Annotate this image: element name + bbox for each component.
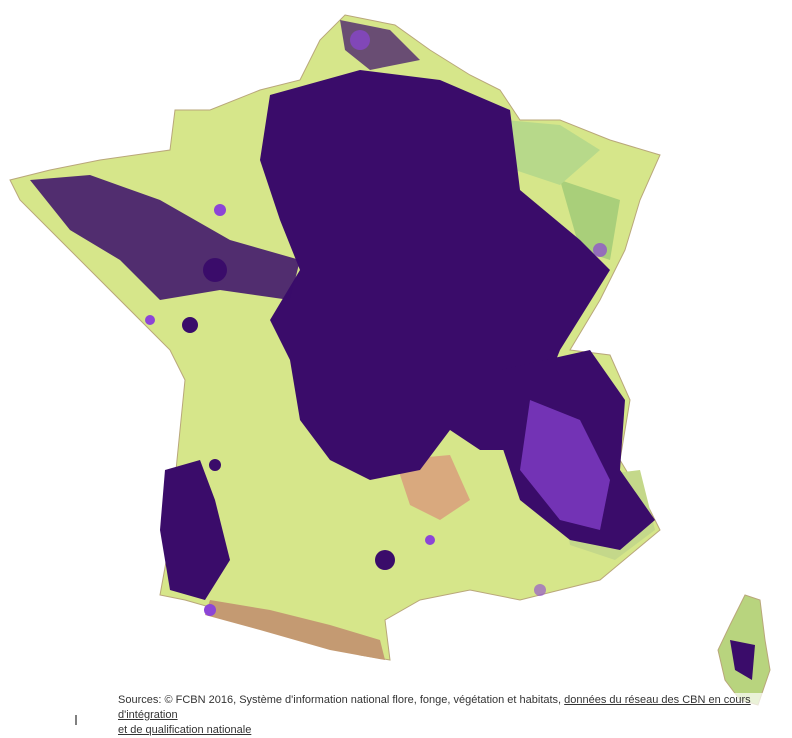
source-note: Sources: © FCBN 2016, Système d'informat… xyxy=(118,693,788,738)
occurrences-light xyxy=(145,30,610,616)
source-text: Sources: © FCBN 2016, Système d'informat… xyxy=(118,694,565,706)
source-link-line: données du réseau des CBN en cours d'int… xyxy=(118,694,751,721)
source-link-line: et de qualification nationale xyxy=(118,724,252,736)
